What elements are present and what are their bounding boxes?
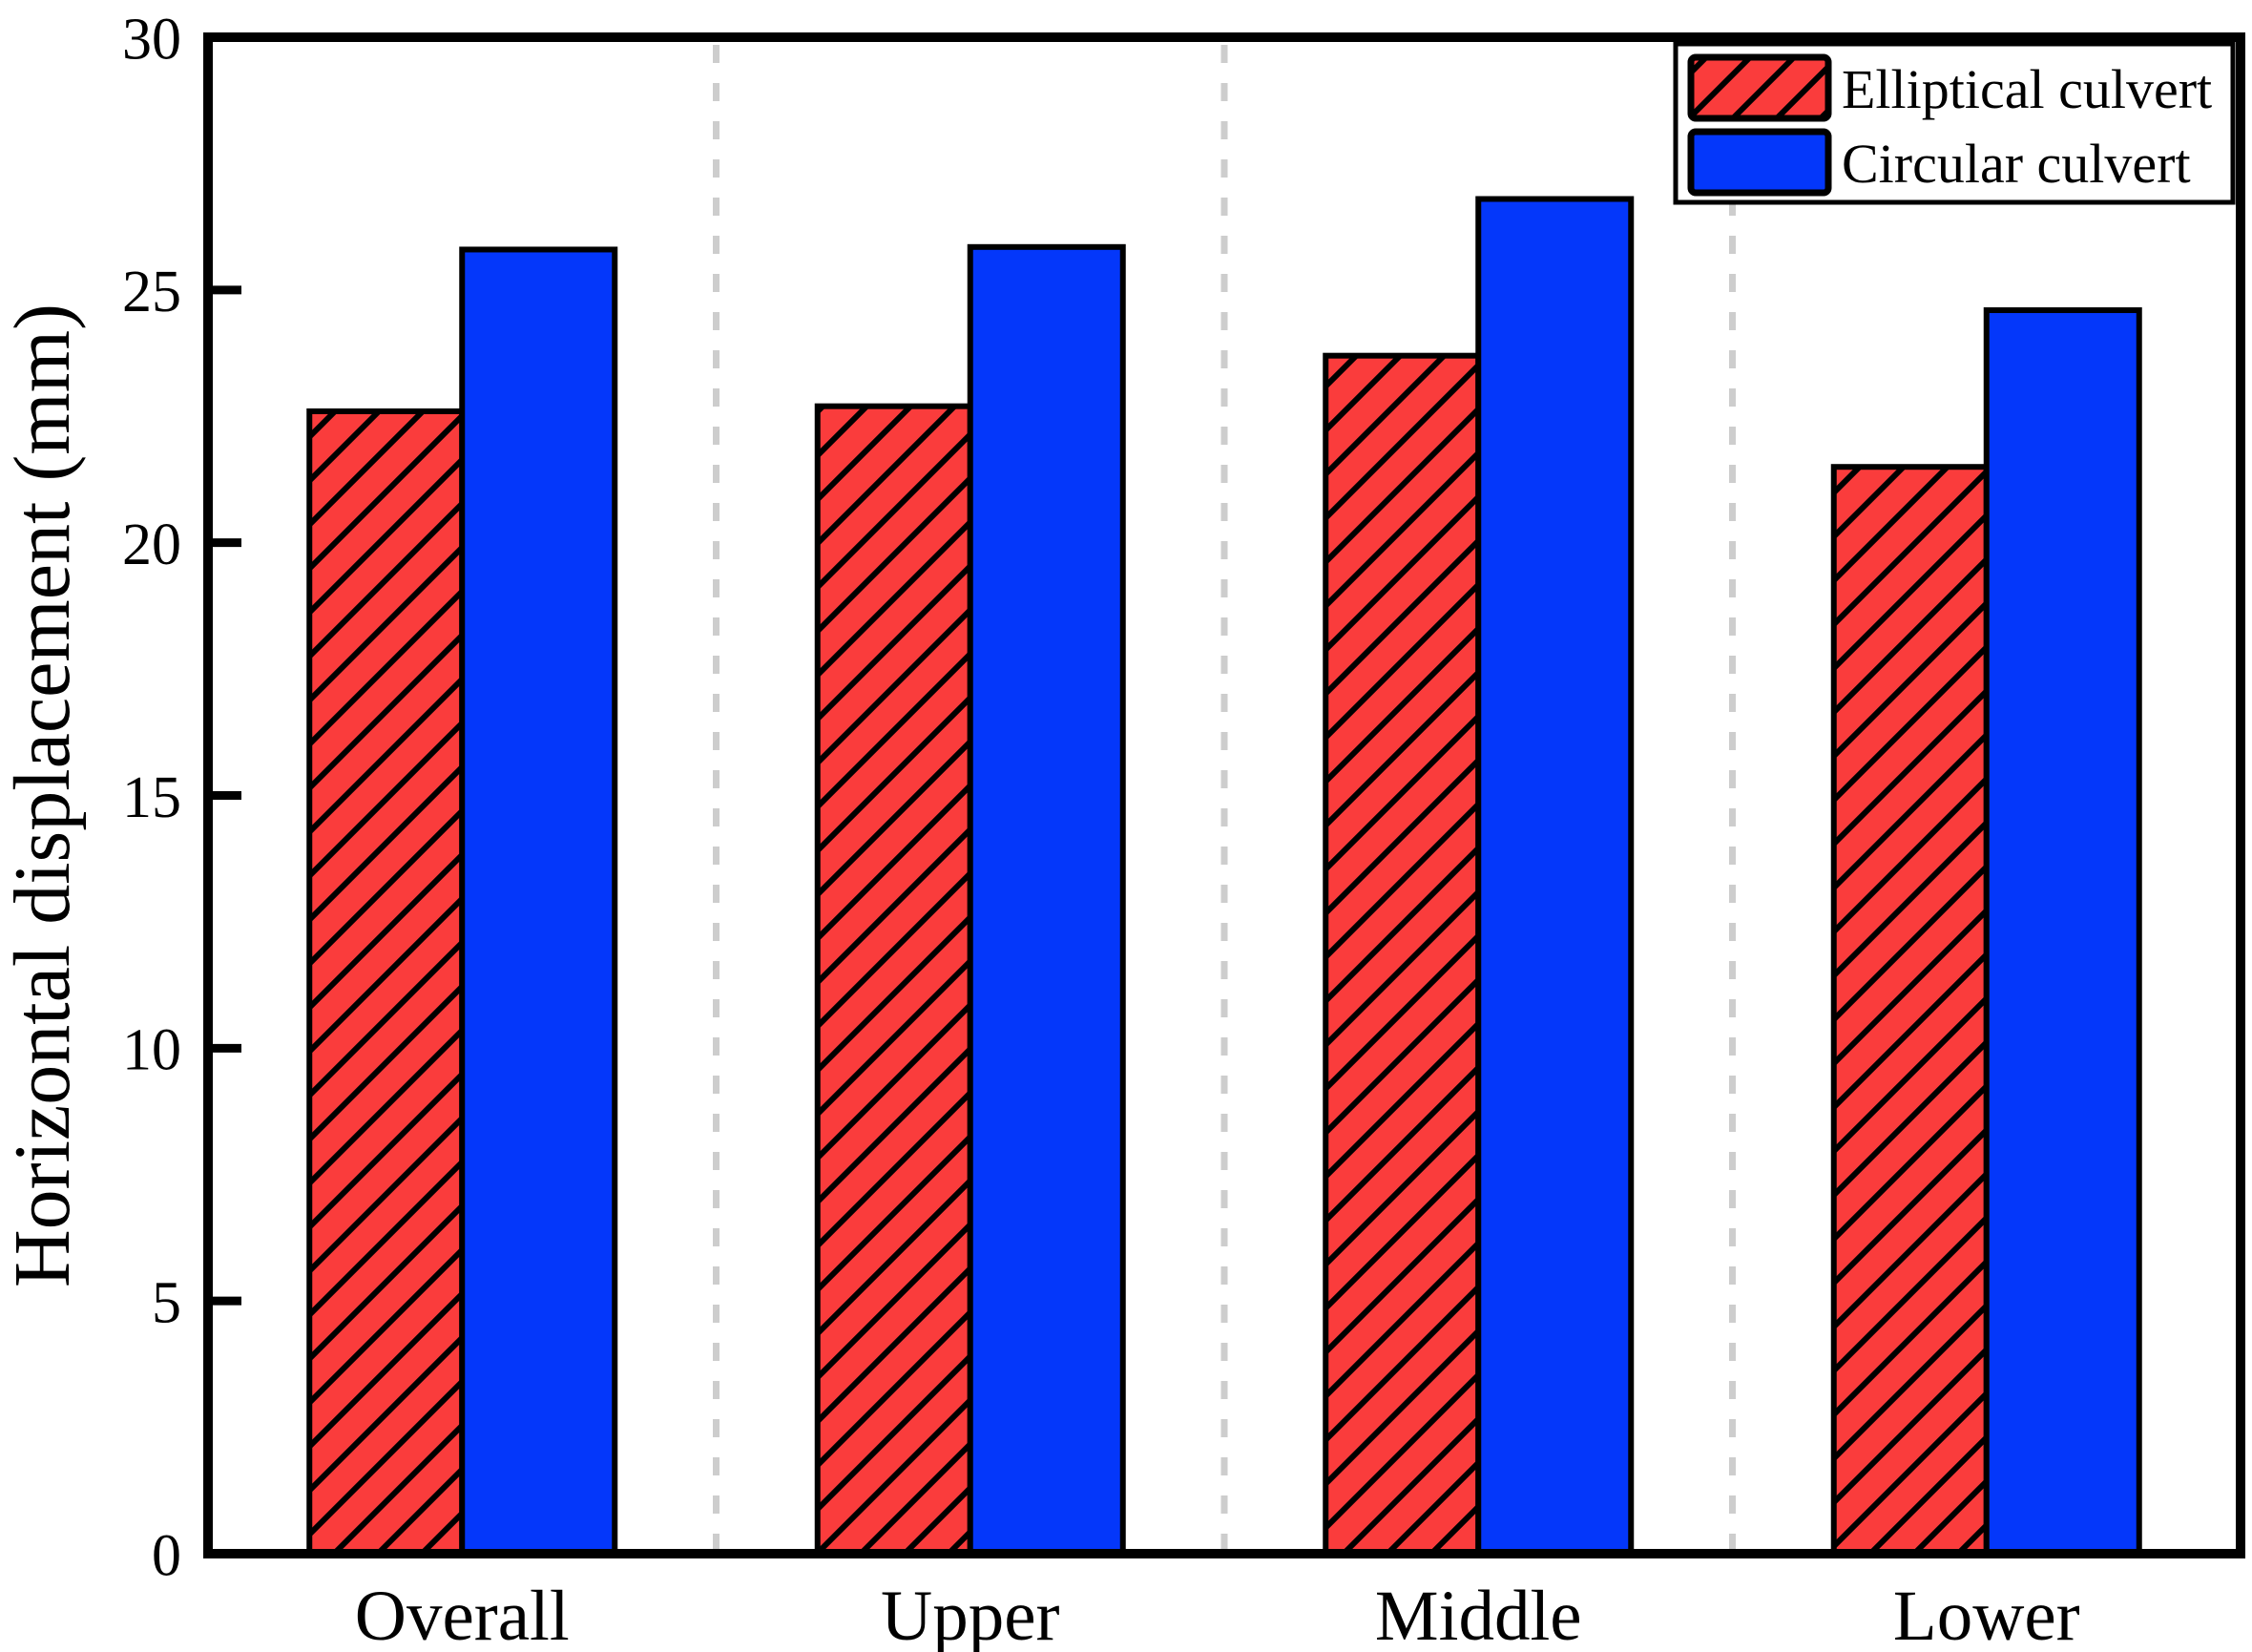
- y-tick-label-10: 10: [122, 1018, 181, 1083]
- bar-elliptical-culvert-lower: [1830, 464, 1990, 1557]
- legend-swatch-circular-culvert: [1687, 128, 1832, 197]
- y-tick-label-30: 30: [122, 7, 181, 72]
- bar-elliptical-culvert-middle: [1323, 352, 1482, 1558]
- plot-border: [203, 32, 2245, 1558]
- bar-elliptical-culvert-overall: [306, 408, 466, 1557]
- y-tick-label-15: 15: [122, 765, 181, 830]
- bar-circular-culvert-upper: [967, 243, 1126, 1558]
- bar-circular-culvert-overall: [459, 246, 618, 1558]
- legend-swatch-elliptical-culvert: [1687, 53, 1832, 122]
- x-tick-label-lower: Lower: [1893, 1577, 2080, 1652]
- legend-label-elliptical-culvert: Elliptical culvert: [1842, 58, 2212, 120]
- legend-label-circular-culvert: Circular culvert: [1842, 133, 2191, 195]
- y-tick-label-25: 25: [122, 260, 181, 324]
- y-tick-label-5: 5: [152, 1270, 181, 1335]
- x-tick-label-middle: Middle: [1375, 1577, 1582, 1652]
- bar-circular-culvert-middle: [1475, 196, 1635, 1558]
- y-axis-title: Horizontal displacement (mm): [0, 303, 87, 1287]
- x-tick-label-upper: Upper: [881, 1577, 1059, 1652]
- legend: Elliptical culvert Circular culvert: [1673, 41, 2236, 205]
- bar-circular-culvert-lower: [1983, 307, 2142, 1557]
- bar-elliptical-culvert-upper: [814, 403, 973, 1558]
- x-tick-label-overall: Overall: [355, 1577, 570, 1652]
- y-tick-label-20: 20: [122, 512, 181, 577]
- y-tick-label-0: 0: [152, 1523, 181, 1588]
